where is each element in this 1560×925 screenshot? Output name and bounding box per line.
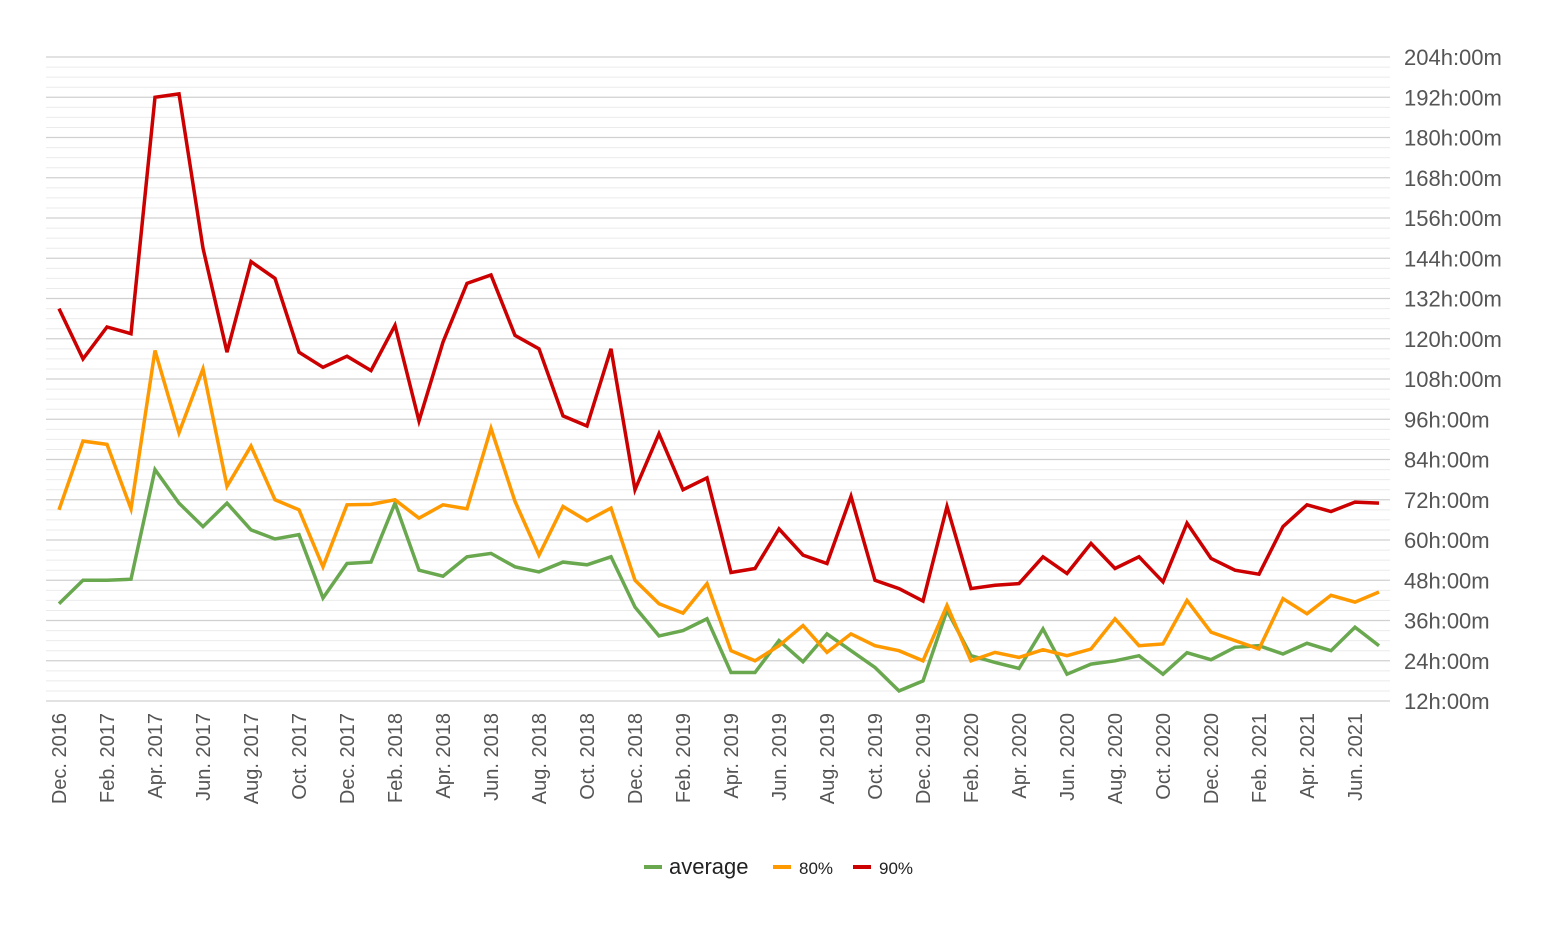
x-tick-label: Dec. 2020 — [1201, 713, 1223, 804]
x-tick-label: Aug. 2019 — [817, 713, 839, 804]
legend-label: average — [669, 854, 749, 879]
x-tick-label: Apr. 2017 — [145, 713, 167, 799]
x-tick-label: Oct. 2019 — [865, 713, 887, 800]
y-tick-label: 60h:00m — [1404, 528, 1490, 553]
y-tick-label: 180h:00m — [1404, 126, 1502, 151]
x-tick-label: Oct. 2017 — [289, 713, 311, 800]
series-line-80-percent — [57, 350, 1380, 664]
x-tick-label: Dec. 2018 — [625, 713, 647, 804]
x-tick-label: Jun. 2017 — [193, 713, 215, 801]
x-tick-label: Aug. 2017 — [241, 713, 263, 804]
y-tick-label: 204h:00m — [1404, 45, 1502, 70]
x-tick-label: Apr. 2020 — [1009, 713, 1031, 799]
x-tick-label: Feb. 2021 — [1249, 713, 1271, 803]
x-tick-label: Jun. 2021 — [1345, 713, 1367, 801]
x-tick-label: Feb. 2017 — [97, 713, 119, 803]
series-line-90-percent — [57, 91, 1380, 604]
x-tick-label: Dec. 2017 — [337, 713, 359, 804]
y-tick-label: 108h:00m — [1404, 367, 1502, 392]
y-tick-label: 168h:00m — [1404, 166, 1502, 191]
y-tick-label: 156h:00m — [1404, 206, 1502, 231]
x-tick-label: Apr. 2018 — [433, 713, 455, 799]
y-tick-label: 84h:00m — [1404, 448, 1490, 473]
y-tick-label: 48h:00m — [1404, 568, 1490, 593]
legend-label: 90% — [879, 859, 913, 878]
x-tick-label: Jun. 2019 — [769, 713, 791, 801]
y-tick-label: 96h:00m — [1404, 407, 1490, 432]
x-tick-label: Dec. 2016 — [49, 713, 71, 804]
y-tick-label: 192h:00m — [1404, 85, 1502, 110]
y-tick-label: 24h:00m — [1404, 649, 1490, 674]
y-tick-label: 144h:00m — [1404, 246, 1502, 271]
x-tick-label: Aug. 2020 — [1105, 713, 1127, 804]
y-tick-label: 72h:00m — [1404, 488, 1490, 513]
x-tick-label: Feb. 2018 — [385, 713, 407, 803]
x-tick-label: Jun. 2018 — [481, 713, 503, 801]
series-lines — [57, 91, 1381, 693]
legend-item-average: average — [644, 854, 749, 879]
y-tick-label: 12h:00m — [1404, 689, 1490, 714]
x-tick-label: Aug. 2018 — [529, 713, 551, 804]
x-tick-label: Jun. 2020 — [1057, 713, 1079, 801]
y-tick-label: 132h:00m — [1404, 287, 1502, 312]
legend-label: 80% — [799, 859, 833, 878]
y-tick-label: 120h:00m — [1404, 327, 1502, 352]
legend-item-90-percent: 90% — [853, 859, 913, 878]
y-axis: 12h:00m 24h:00m 36h:00m 48h:00m 60h:00m 72h:0… — [1404, 45, 1502, 714]
series-line-average — [57, 465, 1381, 693]
x-tick-label: Oct. 2020 — [1153, 713, 1175, 800]
x-tick-label: Dec. 2019 — [913, 713, 935, 804]
x-tick-label: Feb. 2019 — [673, 713, 695, 803]
x-tick-label: Apr. 2019 — [721, 713, 743, 799]
y-tick-label: 36h:00m — [1404, 609, 1490, 634]
x-tick-label: Feb. 2020 — [961, 713, 983, 803]
x-axis: Dec. 2016 Feb. 2017 Apr. 2017 Jun. 2017 Aug.… — [49, 713, 1367, 804]
x-tick-label: Oct. 2018 — [577, 713, 599, 800]
legend: average 80% 90% — [644, 854, 913, 879]
legend-item-80-percent: 80% — [773, 859, 833, 878]
x-tick-label: Apr. 2021 — [1297, 713, 1319, 799]
